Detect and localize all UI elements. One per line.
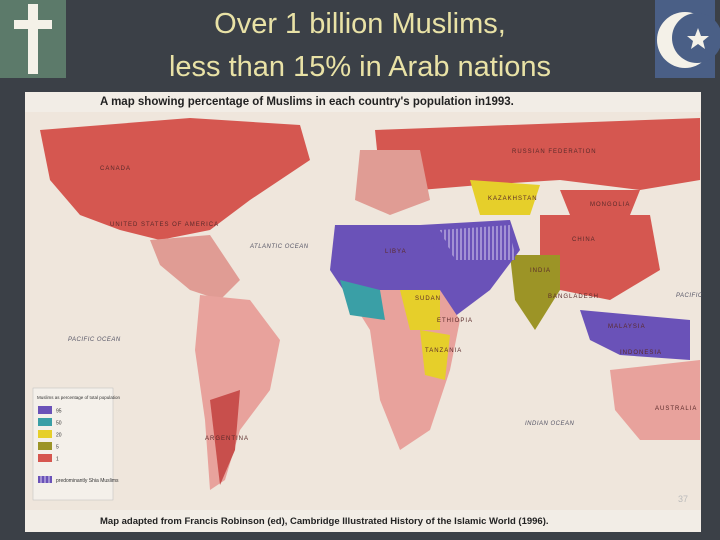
map-label: CANADA [100, 166, 131, 172]
legend-label: 5 [56, 445, 59, 451]
title: Over 1 billion Muslims, [214, 8, 506, 40]
legend-swatch [38, 442, 52, 450]
russia [375, 118, 700, 190]
map-label: ATLANTIC OCEAN [249, 244, 309, 250]
map-label: BANGLADESH [548, 294, 599, 300]
china [540, 215, 660, 300]
map-label: LIBYA [385, 249, 407, 255]
map-label: PACIFIC [676, 293, 703, 299]
map-label: INDIAN OCEAN [525, 421, 575, 427]
north-africa [330, 225, 440, 300]
map-label: PACIFIC OCEAN [68, 337, 121, 343]
star-icon [687, 28, 709, 49]
map-label: AUSTRALIA [655, 406, 697, 412]
map-label: MONGOLIA [590, 202, 630, 208]
title: less than 15% in Arab nations [169, 51, 551, 83]
legend-swatch [38, 454, 52, 462]
map-label: MALAYSIA [608, 324, 646, 330]
legend-swatch [38, 406, 52, 414]
map-label: SUDAN [415, 296, 441, 302]
shia-region [440, 225, 515, 260]
kazakhstan [470, 180, 540, 215]
map-label: RUSSIAN FEDERATION [512, 149, 597, 155]
europe [355, 150, 430, 215]
cross-icon [28, 4, 38, 74]
map-caption: A map showing percentage of Muslims in e… [100, 96, 514, 108]
map-label: INDONESIA [620, 350, 662, 356]
map-label: ETHIOPIA [437, 318, 473, 324]
sudan [400, 290, 440, 330]
map-label: ARGENTINA [205, 436, 249, 442]
legend: Muslims as percentage of total populatio… [32, 387, 121, 501]
tanzania [420, 330, 450, 380]
map-label: TANZANIA [425, 348, 462, 354]
central-america [150, 235, 240, 300]
map-source: Map adapted from Francis Robinson (ed), … [100, 516, 549, 527]
argentina [210, 390, 240, 485]
west-africa [340, 280, 385, 320]
map-label: KAZAKHSTAN [488, 196, 538, 202]
map-label: INDIA [530, 268, 551, 274]
legend-swatch-shia [38, 476, 52, 483]
indonesia [580, 310, 690, 360]
north-america [40, 118, 310, 240]
map-label: CHINA [572, 237, 596, 243]
legend-swatch [38, 430, 52, 438]
india [510, 255, 560, 330]
map-label: UNITED STATES OF AMERICA [110, 222, 219, 228]
legend-label: 1 [56, 457, 59, 463]
legend-label: predominantly Shia Muslims [56, 478, 119, 484]
legend-label: 50 [56, 421, 62, 427]
cross-icon [14, 20, 52, 29]
mongolia [560, 190, 640, 215]
legend-swatch [38, 418, 52, 426]
australia [610, 360, 700, 440]
legend-label: 95 [56, 409, 62, 415]
page-number: 37 [678, 494, 688, 504]
legend-label: 20 [56, 433, 62, 439]
legend-title: Muslims as percentage of total populatio… [37, 395, 121, 400]
